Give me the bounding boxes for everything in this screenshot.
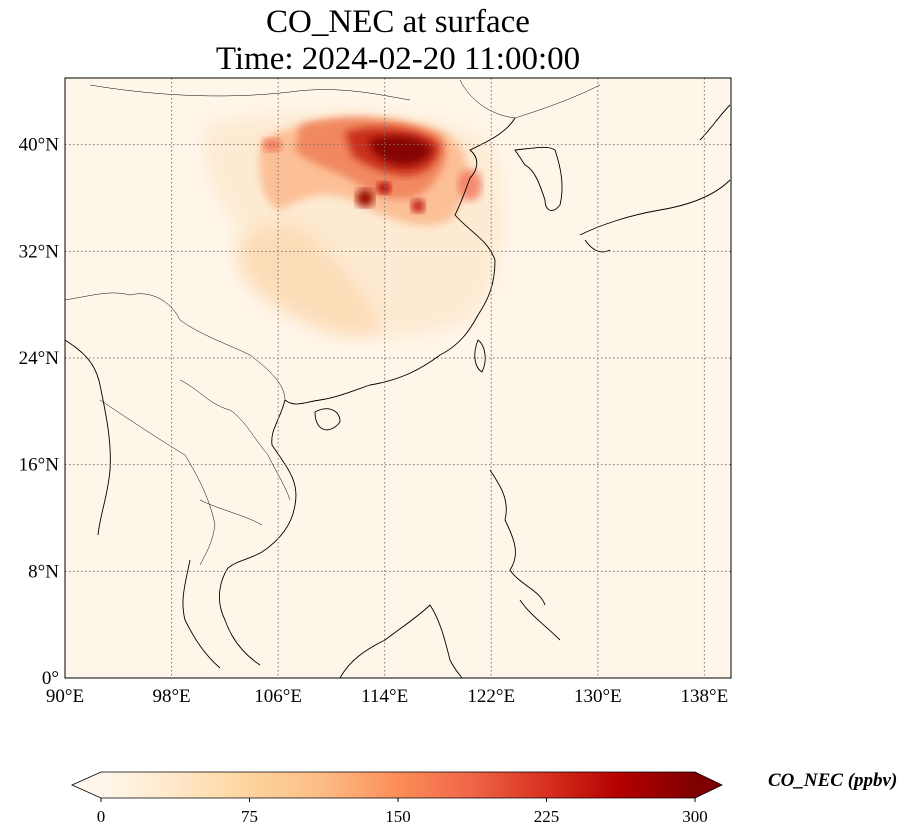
lon-tick-label: 122°E <box>467 686 515 707</box>
colorbar-extend-low <box>72 772 101 798</box>
country-borders <box>65 79 601 566</box>
border-southwest <box>65 292 286 401</box>
map-title: CO_NEC at surface Time: 2024-02-20 11:00… <box>65 4 731 78</box>
colorbar-gradient <box>101 772 695 798</box>
border-northeast <box>459 79 601 119</box>
coastline-borneo <box>339 604 463 678</box>
coastline-korea <box>514 146 563 211</box>
lon-tick-label: 138°E <box>681 686 729 707</box>
lat-tick-label: 32°N <box>19 241 60 262</box>
lon-tick-label: 130°E <box>574 686 622 707</box>
lat-tick-label: 40°N <box>19 135 60 156</box>
coastline-china-east <box>284 117 516 405</box>
lon-tick-label: 106°E <box>254 686 302 707</box>
lat-tick-labels: 0° 8°N 16°N 24°N 32°N 40°N <box>19 135 60 689</box>
lon-tick-label: 114°E <box>361 686 408 707</box>
coastline-myanmar <box>65 339 111 536</box>
lat-tick-label: 24°N <box>19 348 60 369</box>
lat-tick-label: 16°N <box>19 455 60 476</box>
lon-tick-labels: 90°E 98°E 106°E 114°E 122°E 130°E 138°E <box>46 686 728 707</box>
colorbar-tick-label: 150 <box>385 807 411 826</box>
plume-hotspot <box>458 169 482 201</box>
concentration-field <box>203 112 502 337</box>
coastlines <box>65 104 731 678</box>
colorbar-tick-label: 75 <box>241 807 258 826</box>
plume-light <box>240 224 380 335</box>
border-thailand <box>99 399 216 566</box>
lat-tick-label: 8°N <box>28 561 59 582</box>
colorbar-label: CO_NEC (ppbv) <box>768 770 898 791</box>
plume-core <box>368 135 432 166</box>
plume-hotspot <box>262 138 282 152</box>
lon-tick-label: 90°E <box>46 686 84 707</box>
plume-hotspot <box>356 189 374 207</box>
coastline-philippines <box>489 469 561 641</box>
colorbar-tick-label: 225 <box>534 807 560 826</box>
coastline-japan <box>579 104 731 253</box>
lat-tick-label: 0° <box>42 668 59 689</box>
lon-tick-label: 98°E <box>152 686 190 707</box>
plot-frame <box>64 77 732 679</box>
plume-hotspot <box>377 182 391 194</box>
coastline-taiwan <box>474 339 486 373</box>
title-line-variable: CO_NEC at surface <box>266 4 530 40</box>
colorbar: 0 75 150 225 300 <box>71 771 723 826</box>
colorbar-tick-label: 0 <box>97 807 106 826</box>
colorbar-ticks: 0 75 150 225 300 <box>97 798 708 826</box>
border-mongolia <box>89 84 411 101</box>
coastline-malay-peninsula <box>182 559 221 669</box>
colorbar-tick-label: 300 <box>682 807 708 826</box>
title-line-time: Time: 2024-02-20 11:00:00 <box>215 41 581 77</box>
coastline-hainan <box>314 408 341 431</box>
border-cambodia <box>199 499 263 526</box>
coastline-indochina <box>218 399 297 666</box>
border-laos-vietnam <box>179 379 291 501</box>
plume-hotspot <box>411 199 425 213</box>
colorbar-extend-high <box>695 772 722 798</box>
